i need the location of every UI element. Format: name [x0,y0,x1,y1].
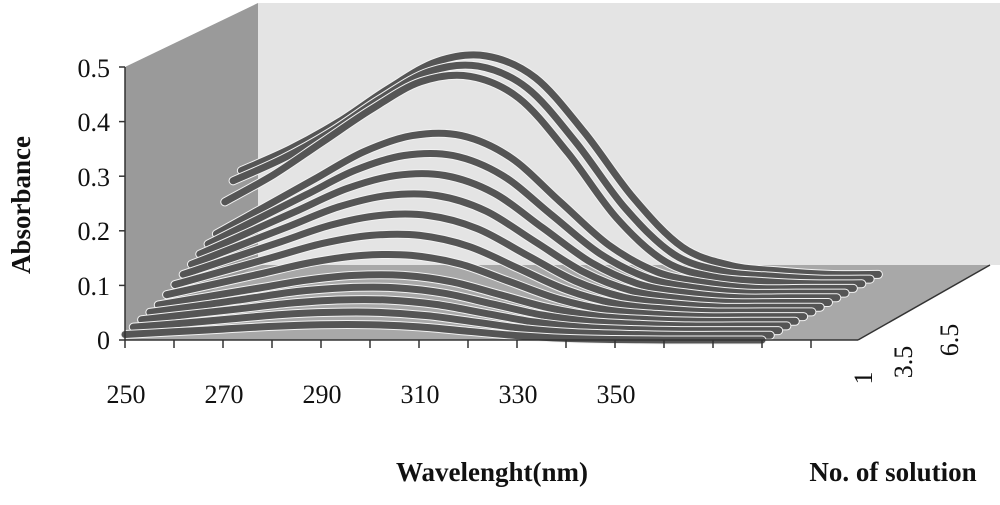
series-line-11 [146,283,791,330]
series-line-9 [163,250,808,321]
series-line-7 [179,210,824,311]
y-axis-title: Absorbance [6,136,36,274]
z-tick-label-1: 1 [849,372,878,385]
series-line-4 [204,149,849,297]
series-line-6 [188,190,832,307]
x-tick-label-270: 270 [205,380,244,409]
series-line-2 [221,71,866,288]
y-tick-label-4: 0.4 [78,108,111,137]
x-tick-label-330: 330 [499,380,538,409]
z-tick-label-3-5: 3.5 [889,346,918,379]
z-axis-title: No. of solution [809,457,976,487]
z-axis-line [857,264,991,341]
series-line-12 [138,296,783,335]
x-tick-label-310: 310 [401,380,440,409]
x-axis-title: Wavelenght(nm) [396,457,588,487]
tick-marks [119,66,812,348]
series-line-13 [129,308,774,339]
series-lines [120,50,883,345]
series-line-5 [196,170,841,302]
x-tick-label-250: 250 [107,380,146,409]
y-tick-label-3: 0.3 [78,163,111,192]
x-tick-label-350: 350 [597,380,636,409]
y-tick-label-1: 0.1 [78,272,111,301]
series-line-8 [171,230,816,316]
y-tick-label-5: 0.5 [78,54,111,83]
z-tick-label-6-5: 6.5 [935,324,964,357]
series-line-10 [154,271,799,325]
y-tick-label-2: 0.2 [78,217,111,246]
series-line-3 [212,129,857,293]
x-tick-label-290: 290 [303,380,342,409]
y-tick-label-0: 0 [97,326,110,355]
